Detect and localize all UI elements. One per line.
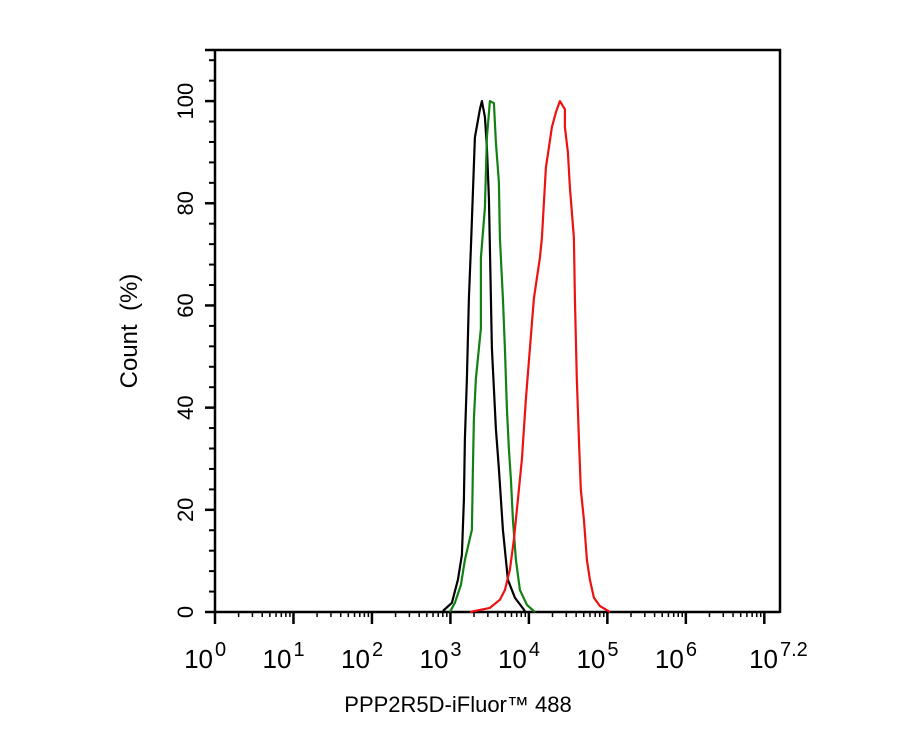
x-tick-label-base: 10 [655,644,684,674]
x-axis: 10 0 10 1 10 2 10 3 10 4 10 5 10 6 10 7.2 [184,612,808,674]
y-axis-label: Count (%) [116,274,143,389]
y-tick-label: 40 [173,395,198,419]
y-tick-label: 100 [173,83,198,120]
x-tick-label-base: 10 [341,644,370,674]
x-tick-label-exponent: 0 [215,639,226,661]
y-tick-label: 60 [173,293,198,317]
y-tick-label: 80 [173,191,198,215]
x-tick-label-base: 10 [498,644,527,674]
y-tick-label: 20 [173,498,198,522]
histogram-series-3 [469,99,611,614]
x-tick-label-exponent: 2 [372,639,383,661]
histogram-series-1 [442,99,526,612]
x-tick-label-base: 10 [184,644,213,674]
series-group [442,99,611,614]
x-tick-label-exponent: 1 [293,639,304,661]
x-tick-label-base: 10 [576,644,605,674]
histogram-series-2 [448,99,536,613]
x-tick-label-base: 10 [419,644,448,674]
x-tick-label-base: 10 [263,644,292,674]
y-axis: 0 20 40 60 80 100 [173,59,215,618]
x-tick-label-exponent: 6 [686,639,697,661]
x-tick-label-exponent: 7.2 [780,639,808,661]
x-axis-label: PPP2R5D-iFluor™ 488 [344,692,571,717]
x-tick-label-exponent: 3 [450,639,461,661]
y-tick-label: 0 [173,606,198,618]
x-tick-label-base: 10 [749,644,778,674]
x-tick-label-exponent: 4 [529,639,540,661]
x-tick-label-exponent: 5 [607,639,618,661]
